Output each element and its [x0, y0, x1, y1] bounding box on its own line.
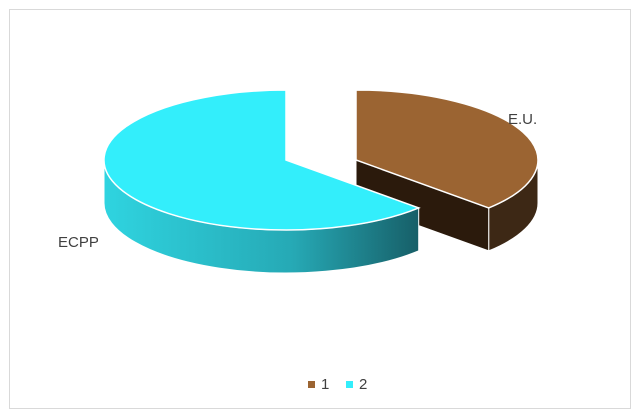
slice-1: [355, 89, 539, 252]
legend-label-2: 2: [359, 376, 367, 393]
legend-label-1: 1: [321, 376, 329, 393]
slice-top-1: [355, 89, 539, 209]
slice-label-eu: E.U.: [508, 111, 537, 128]
slice-label-ecpp: ECPP: [58, 234, 99, 251]
legend: 1 2: [308, 376, 367, 393]
legend-swatch-1: [308, 381, 315, 388]
slice-2: [103, 89, 421, 274]
slice-top-2: [103, 89, 421, 231]
legend-swatch-2: [346, 381, 353, 388]
